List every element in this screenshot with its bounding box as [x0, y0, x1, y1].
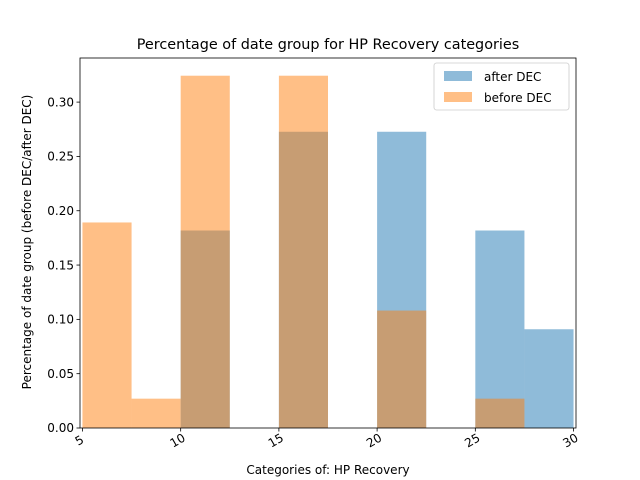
y-tick-label: 0.15 — [47, 258, 74, 272]
bar-before-dec — [377, 310, 427, 428]
bar-after-dec — [524, 329, 574, 428]
x-tick-label: 15 — [266, 431, 286, 451]
legend-swatch — [444, 71, 472, 81]
legend-label: after DEC — [484, 70, 541, 84]
x-tick-label: 25 — [462, 431, 482, 451]
bars-layer — [82, 75, 574, 429]
bar-before-dec — [82, 222, 132, 428]
legend: after DEC before DEC — [433, 62, 570, 111]
y-tick-label: 0.10 — [47, 313, 74, 327]
y-axis-label: Percentage of date group (before DEC/aft… — [20, 95, 34, 390]
x-tick-label: 30 — [560, 431, 580, 451]
x-tick-label: 20 — [364, 431, 384, 451]
bar-before-dec — [180, 75, 230, 429]
y-tick-label: 0.30 — [47, 95, 74, 109]
plot-frame — [79, 57, 577, 429]
axes-layer: 5 10 15 20 25 300.000.050.100.150.200.250.30 — [47, 57, 581, 451]
y-tick-label: 0.20 — [47, 204, 74, 218]
legend-label: before DEC — [484, 91, 552, 105]
bar-before-dec — [131, 398, 181, 428]
x-axis-label: Categories of: HP Recovery — [246, 463, 409, 477]
y-tick-label: 0.05 — [47, 367, 74, 381]
chart-title: Percentage of date group for HP Recovery… — [137, 37, 520, 53]
bar-after-dec — [475, 230, 525, 428]
bar-before-dec — [278, 75, 328, 429]
bar-before-dec — [475, 398, 525, 428]
y-tick-label: 0.25 — [47, 150, 74, 164]
legend-swatch — [444, 92, 472, 102]
x-tick-label: 10 — [168, 431, 188, 451]
y-tick-label: 0.00 — [47, 421, 74, 435]
